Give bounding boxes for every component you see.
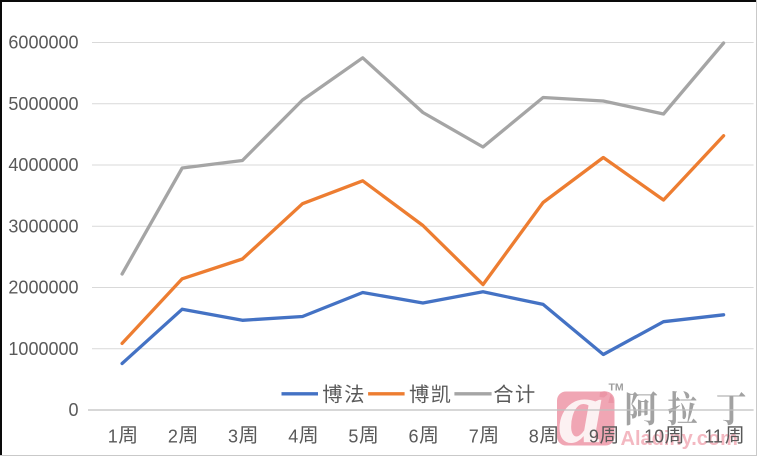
svg-text:2000000: 2000000	[8, 278, 78, 298]
svg-text:3000000: 3000000	[8, 216, 78, 236]
svg-text:0: 0	[68, 400, 78, 420]
svg-text:1: 1	[108, 426, 118, 446]
svg-text:3: 3	[228, 426, 238, 446]
svg-text:4000000: 4000000	[8, 155, 78, 175]
svg-text:a: a	[559, 363, 604, 456]
svg-text:1000000: 1000000	[8, 339, 78, 359]
svg-text:5000000: 5000000	[8, 94, 78, 114]
svg-text:2: 2	[168, 426, 178, 446]
svg-text:11: 11	[704, 426, 723, 446]
svg-text:4: 4	[288, 426, 298, 446]
svg-text:6: 6	[409, 426, 419, 446]
svg-text:7: 7	[469, 426, 479, 446]
svg-text:9: 9	[589, 426, 599, 446]
svg-text:5: 5	[348, 426, 358, 446]
svg-text:8: 8	[529, 426, 539, 446]
svg-text:6000000: 6000000	[8, 33, 78, 53]
svg-text:Aladiny.com: Aladiny.com	[621, 428, 738, 450]
svg-text:TM: TM	[609, 382, 624, 394]
svg-text:10: 10	[644, 426, 664, 446]
